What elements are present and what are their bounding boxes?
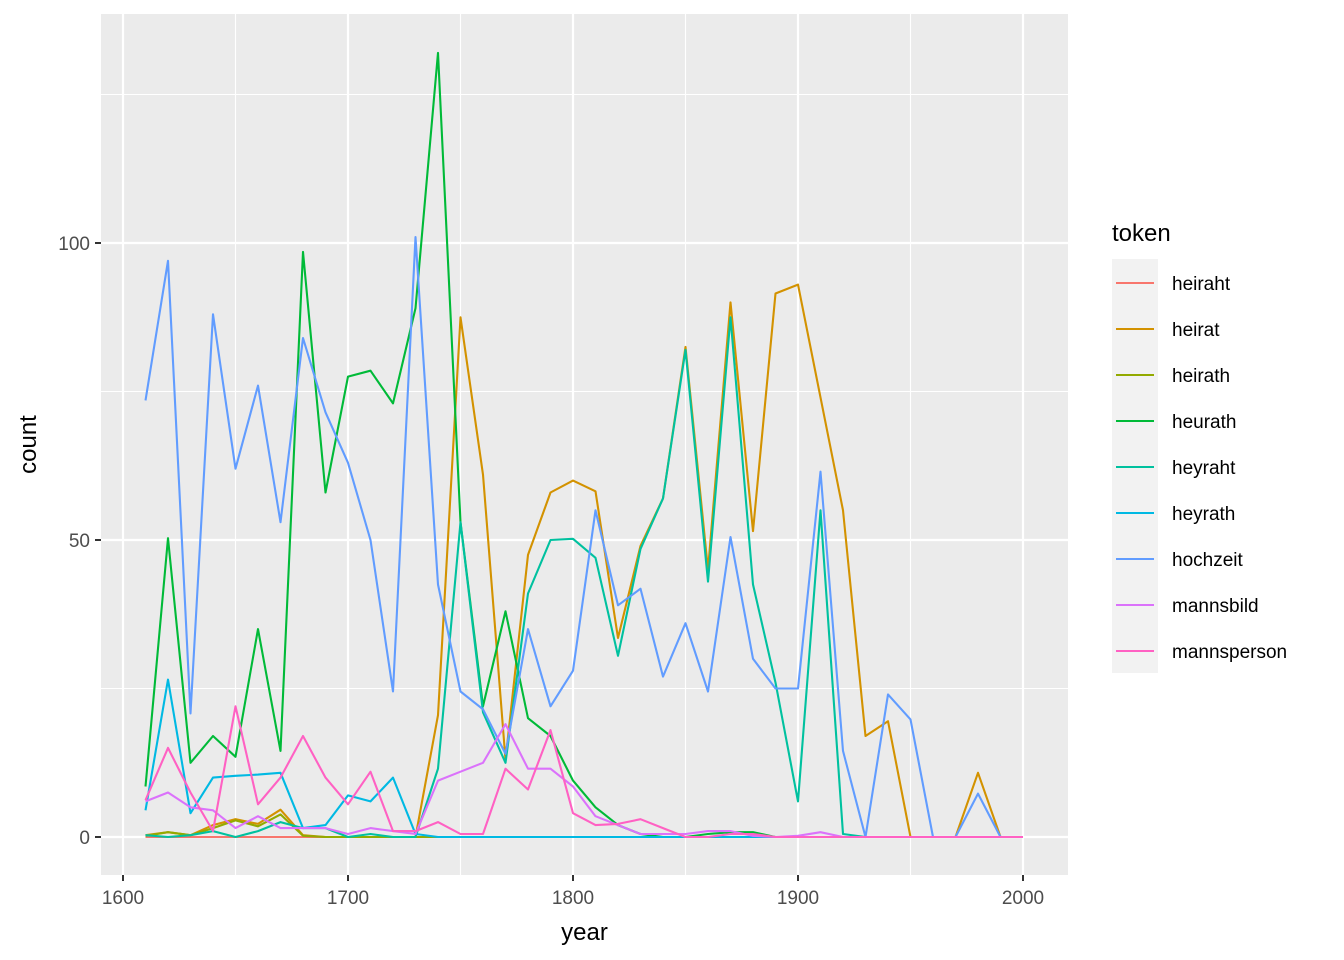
legend-title: token [1112,220,1171,247]
minor-gridlines [101,14,1068,875]
legend-label-mannsbild: mannsbild [1172,596,1259,617]
x-tick-label: 1900 [777,888,819,909]
y-axis-title: count [15,415,42,474]
legend-items: heiraht heirat heirath heurath heyraht heyrat… [1116,274,1287,663]
x-tick-label: 1600 [102,888,144,909]
panel-background [101,14,1068,875]
x-tick-label: 2000 [1002,888,1044,909]
x-tick-label: 1700 [327,888,369,909]
y-axis: 0 50 100 [58,234,101,849]
legend-label-heirat: heirat [1172,320,1220,341]
legend-label-heyrath: heyrath [1172,504,1235,525]
x-axis: 1600 1700 1800 1900 2000 [102,875,1044,909]
x-axis-title: year [561,919,608,946]
series-line-mannsperson [144,705,1023,839]
legend-label-hochzeit: hochzeit [1172,550,1243,571]
y-tick-label: 0 [79,828,90,849]
legend-label-heyraht: heyraht [1172,458,1236,479]
legend-label-heiraht: heiraht [1172,274,1231,295]
series-line-hochzeit [144,236,1023,839]
y-tick-label: 100 [58,234,90,255]
series-lines [144,51,1023,839]
y-tick-label: 50 [69,531,90,552]
legend-label-heirath: heirath [1172,366,1230,387]
legend-label-heurath: heurath [1172,412,1236,433]
legend-label-mannsperson: mannsperson [1172,642,1287,663]
x-tick-label: 1800 [552,888,594,909]
legend: token heiraht heirat heirath heurath heyraht… [1112,220,1287,673]
series-line-heirat [145,283,1023,839]
